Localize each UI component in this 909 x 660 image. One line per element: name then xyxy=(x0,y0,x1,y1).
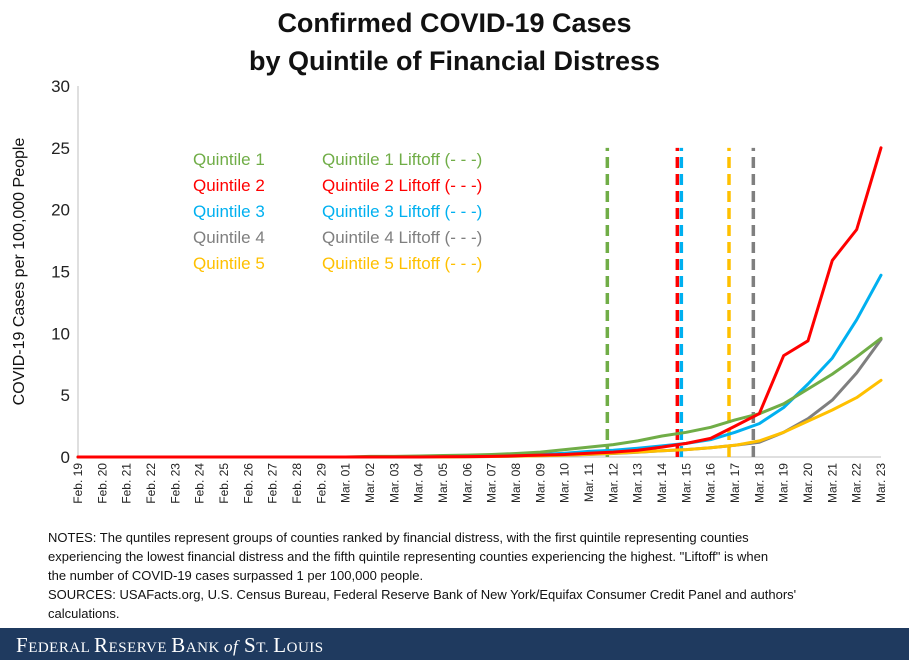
x-tick-label: Mar. 23 xyxy=(874,463,888,503)
legend-label: Quintile 5 xyxy=(193,254,265,273)
footer-logo-text: FEDERAL RESERVE BANK of ST. LOUIS xyxy=(16,633,324,657)
x-tick-label: Feb. 25 xyxy=(217,463,231,504)
legend-liftoff-label: Quintile 1 Liftoff (- - -) xyxy=(322,150,482,169)
x-tick-label: Mar. 15 xyxy=(679,463,693,503)
y-axis-label: COVID-19 Cases per 100,000 People xyxy=(11,138,28,406)
series-line xyxy=(76,146,883,459)
x-tick-label: Mar. 11 xyxy=(582,463,596,502)
chart-title-line-1: Confirmed COVID-19 Cases xyxy=(277,8,632,38)
x-tick-label: Mar. 18 xyxy=(752,463,766,503)
chart-title-line-2: by Quintile of Financial Distress xyxy=(248,46,661,76)
x-tick-label: Mar. 20 xyxy=(801,463,815,503)
x-tick-label: Mar. 09 xyxy=(533,463,547,503)
x-tick-label: Mar. 22 xyxy=(850,463,864,503)
x-tick-label: Mar. 01 xyxy=(339,463,353,503)
x-tick-label: Mar. 21 xyxy=(825,463,839,503)
x-tick-label: Feb. 21 xyxy=(120,463,134,504)
legend-liftoff-label: Quintile 3 Liftoff (- - -) xyxy=(322,202,482,221)
legend-label: Quintile 1 xyxy=(193,150,265,169)
notes-line: experiencing the lowest financial distre… xyxy=(48,549,769,564)
y-tick-label: 30 xyxy=(51,77,70,96)
legend-label: Quintile 4 xyxy=(193,228,265,247)
x-tick-label: Mar. 07 xyxy=(485,463,499,503)
x-tick-label: Feb. 23 xyxy=(168,463,182,504)
x-tick-label: Mar. 02 xyxy=(363,463,377,503)
x-tick-label: Feb. 26 xyxy=(241,463,255,504)
x-tick-label: Mar. 13 xyxy=(631,463,645,503)
x-tick-label: Feb. 27 xyxy=(266,463,280,504)
x-tick-label: Mar. 19 xyxy=(777,463,791,503)
x-tick-label: Feb. 22 xyxy=(144,463,158,504)
sources-line: SOURCES: USAFacts.org, U.S. Census Burea… xyxy=(48,587,797,602)
x-tick-label: Feb. 19 xyxy=(71,463,85,504)
legend-label: Quintile 2 xyxy=(193,176,265,195)
chart-notes: NOTES: The quntiles represent groups of … xyxy=(48,528,888,623)
x-tick-label: Mar. 05 xyxy=(436,463,450,503)
series-line xyxy=(76,273,883,459)
x-tick-label: Mar. 04 xyxy=(412,463,426,503)
y-tick-label: 10 xyxy=(51,324,70,343)
x-tick-label: Mar. 08 xyxy=(509,463,523,503)
legend-liftoff-label: Quintile 4 Liftoff (- - -) xyxy=(322,228,482,247)
y-tick-label: 0 xyxy=(61,448,70,467)
legend-liftoff-label: Quintile 2 Liftoff (- - -) xyxy=(322,176,482,195)
notes-line: the number of COVID-19 cases surpassed 1… xyxy=(48,568,424,583)
y-tick-label: 20 xyxy=(51,201,70,220)
x-tick-label: Feb. 24 xyxy=(193,463,207,504)
legend-liftoff-label: Quintile 5 Liftoff (- - -) xyxy=(322,254,482,273)
x-tick-label: Mar. 10 xyxy=(558,463,572,503)
x-tick-label: Mar. 12 xyxy=(606,463,620,503)
x-tick-label: Mar. 03 xyxy=(387,463,401,503)
x-tick-label: Mar. 17 xyxy=(728,463,742,503)
line-chart: 0 5 10 15 20 25 30 COVID-19 Cases per 100,000 P… xyxy=(11,77,888,504)
series-line xyxy=(76,378,883,459)
x-tick-label: Feb. 20 xyxy=(95,463,109,504)
legend-label: Quintile 3 xyxy=(193,202,265,221)
footer-bar: FEDERAL RESERVE BANK of ST. LOUIS xyxy=(0,628,909,660)
y-tick-label: 5 xyxy=(61,386,70,405)
y-tick-label: 25 xyxy=(51,139,70,158)
sources-line: calculations. xyxy=(48,606,120,621)
y-tick-label: 15 xyxy=(51,263,70,282)
x-tick-label: Feb. 29 xyxy=(314,463,328,504)
x-tick-label: Mar. 06 xyxy=(460,463,474,503)
x-tick-label: Mar. 16 xyxy=(704,463,718,503)
notes-line: NOTES: The quntiles represent groups of … xyxy=(48,530,749,545)
x-tick-label: Feb. 28 xyxy=(290,463,304,504)
x-tick-label: Mar. 14 xyxy=(655,463,669,503)
